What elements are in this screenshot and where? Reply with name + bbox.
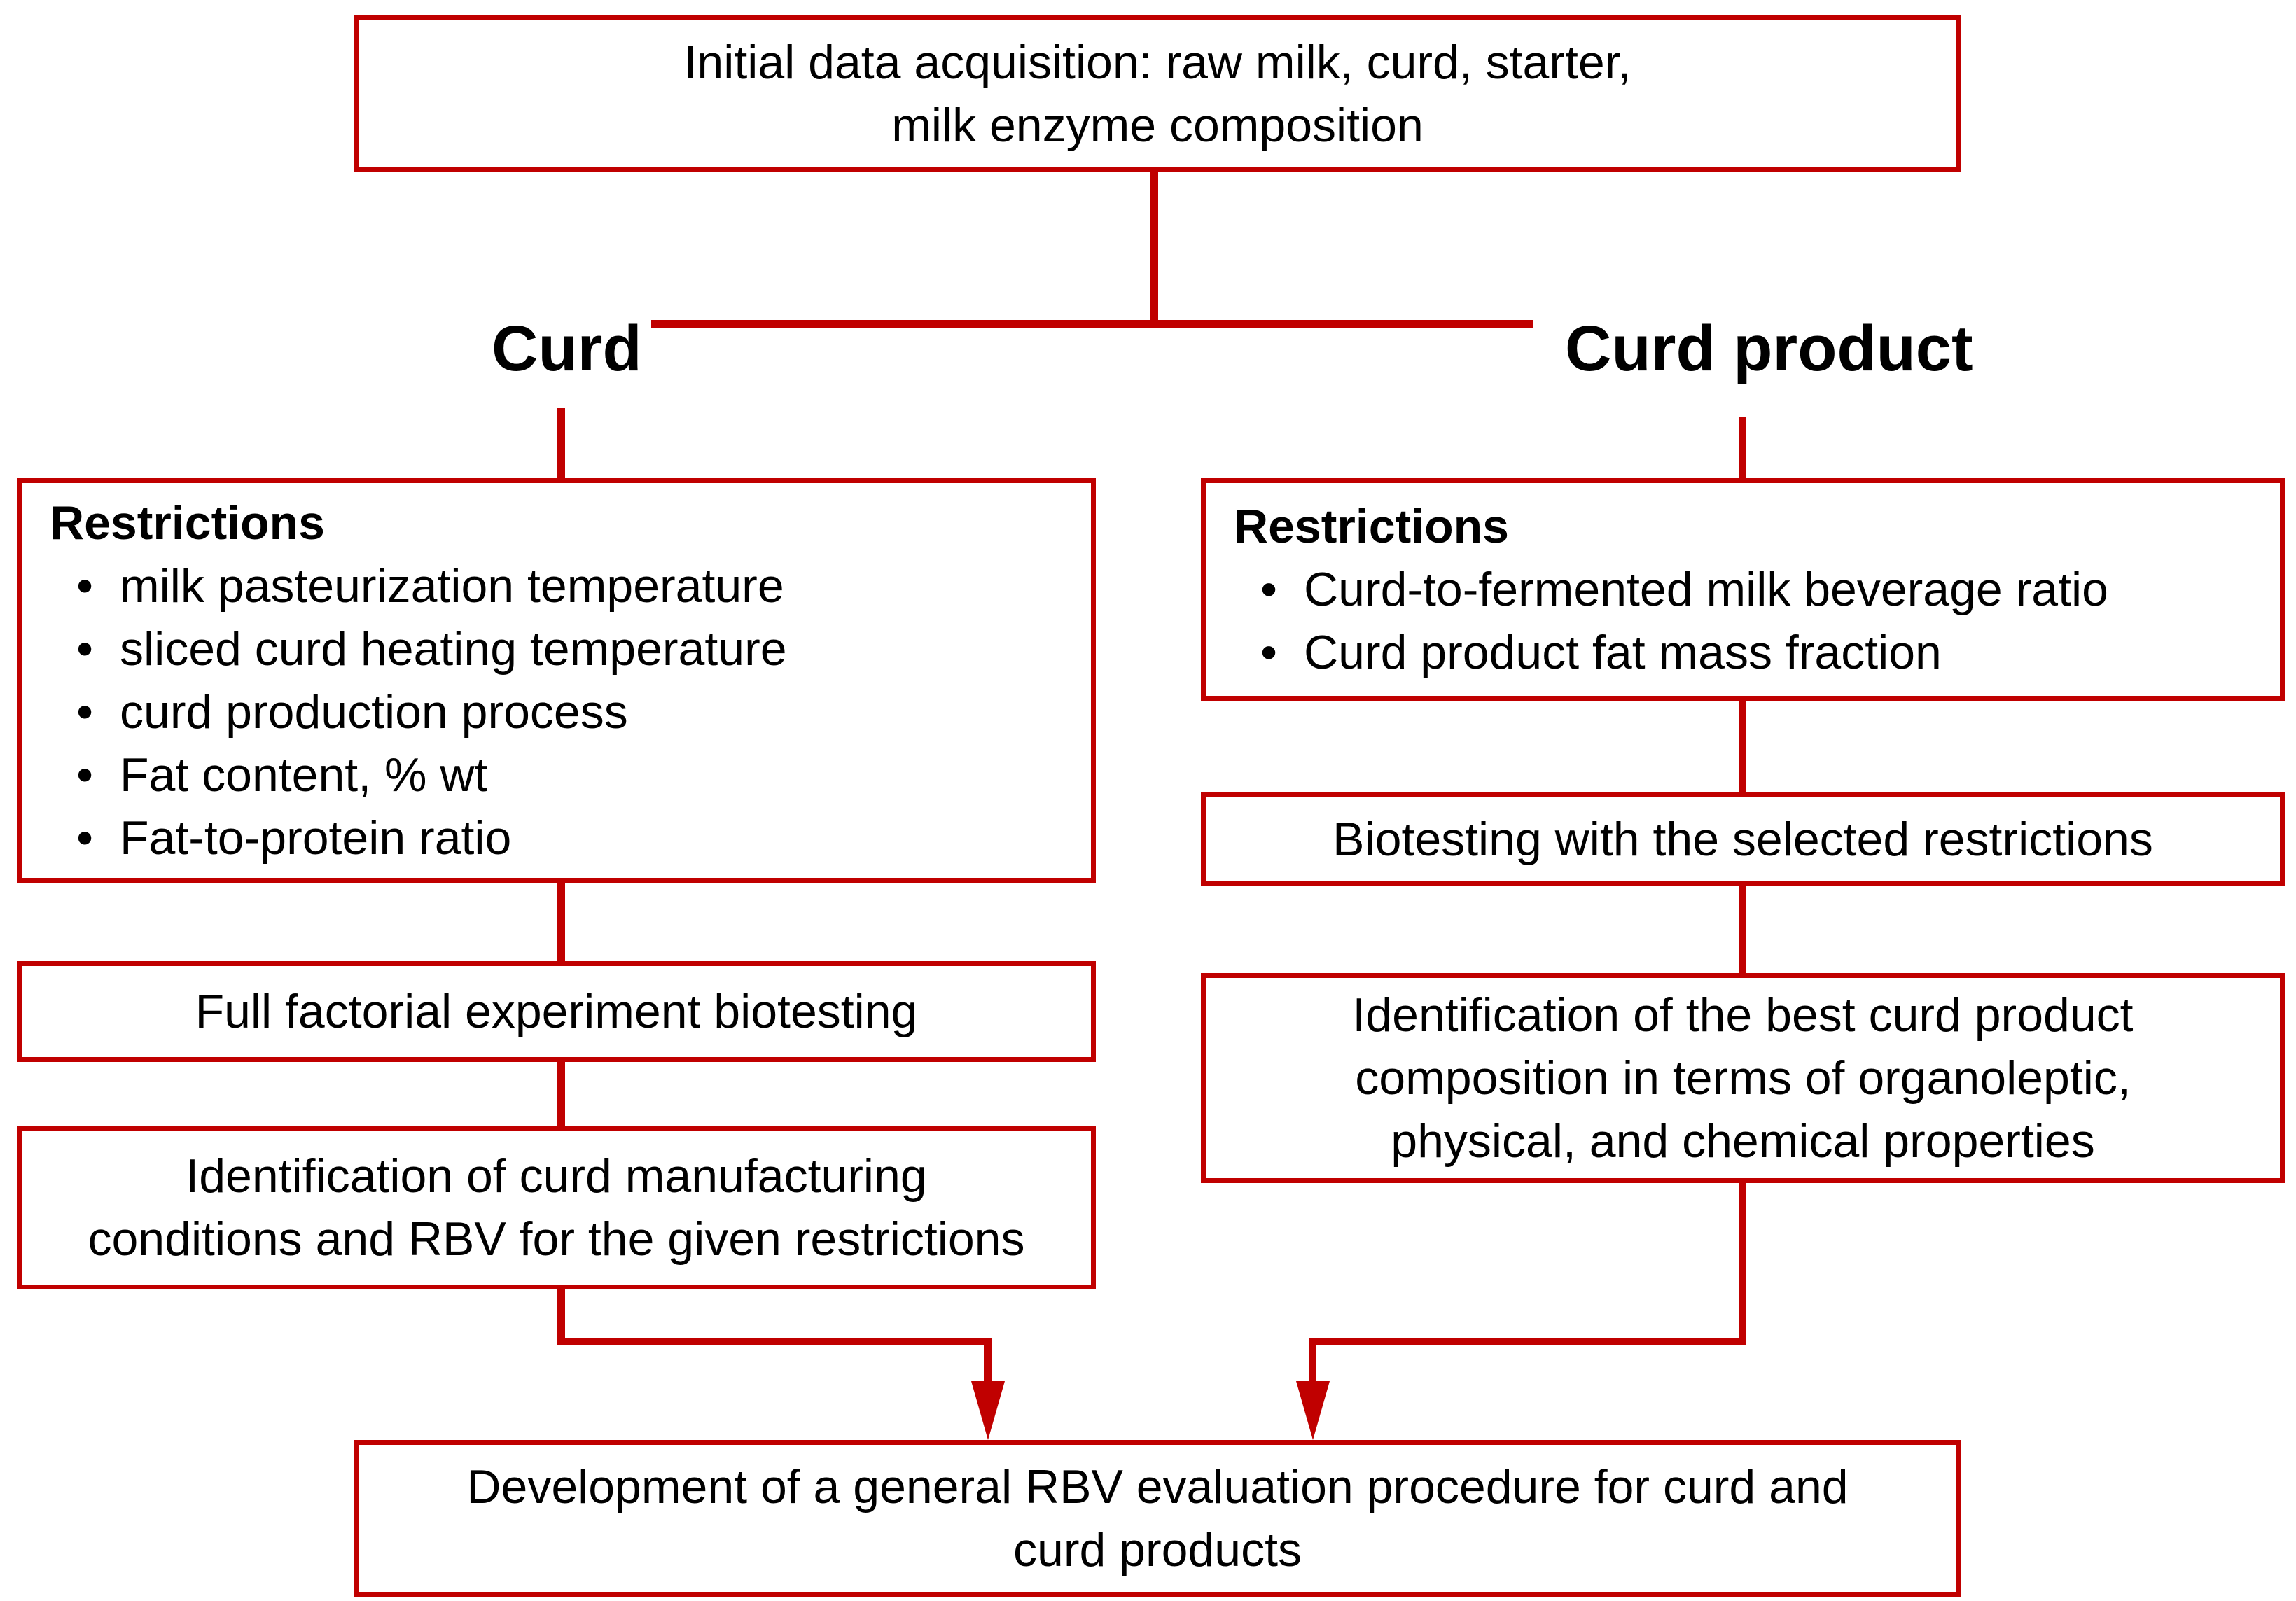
development-line-2: curd products: [1013, 1523, 1302, 1576]
curd-restriction-3: curd production process: [120, 685, 628, 739]
bullet-icon: •: [76, 811, 93, 865]
curd-identification-line-2: conditions and RBV for the given restric…: [88, 1212, 1025, 1266]
curd-product-identification-line-1: Identification of the best curd product: [1352, 988, 2134, 1042]
connector-left-2: [557, 1061, 565, 1127]
connector-right-2: [1739, 885, 1746, 974]
bullet-icon: •: [1260, 626, 1277, 679]
bullet-icon: •: [76, 622, 93, 676]
development-box: Development of a general RBV evaluation …: [354, 1440, 1961, 1597]
curd-restriction-1: milk pasteurization temperature: [120, 559, 784, 613]
initial-data-box: Initial data acquisition: raw milk, curd…: [354, 15, 1961, 172]
full-factorial-box: Full factorial experiment biotesting: [17, 961, 1096, 1062]
bullet-icon: •: [1260, 563, 1277, 616]
curd-product-restriction-1: Curd-to-fermented milk beverage ratio: [1304, 563, 2108, 616]
curd-product-identification-box: Identification of the best curd product …: [1201, 973, 2285, 1183]
bullet-icon: •: [76, 685, 93, 739]
curd-product-identification-line-3: physical, and chemical properties: [1391, 1114, 2095, 1168]
arrow-down-icon: [1296, 1381, 1330, 1440]
arrow-down-icon: [971, 1381, 1005, 1440]
list-item: • Curd-to-fermented milk beverage ratio: [1234, 558, 2280, 621]
connector-right-3: [1739, 1182, 1746, 1345]
initial-data-line-2: milk enzyme composition: [891, 99, 1424, 152]
connector-curd-down: [557, 408, 565, 478]
connector-left-arrow-stem: [984, 1338, 992, 1383]
list-item: • Fat content, % wt: [50, 743, 1091, 806]
curd-product-restrictions-box: Restrictions • Curd-to-fermented milk be…: [1201, 478, 2285, 701]
curd-restriction-5: Fat-to-protein ratio: [120, 811, 512, 865]
bullet-icon: •: [76, 559, 93, 613]
biotesting-box: Biotesting with the selected restriction…: [1201, 792, 2285, 886]
initial-data-line-1: Initial data acquisition: raw milk, curd…: [683, 36, 1631, 89]
connector-right-arrow-stem: [1309, 1338, 1316, 1383]
curd-identification-box: Identification of curd manufacturing con…: [17, 1126, 1096, 1289]
connector-right-elbow: [1309, 1338, 1746, 1345]
curd-restriction-4: Fat content, % wt: [120, 748, 488, 802]
connector-top-vertical: [1150, 172, 1158, 328]
full-factorial-line-1: Full factorial experiment biotesting: [195, 985, 918, 1038]
connector-left-elbow: [557, 1338, 992, 1345]
list-item: • curd production process: [50, 680, 1091, 743]
list-item: • Curd product fat mass fraction: [1234, 621, 2280, 684]
curd-product-branch-label: Curd product: [1565, 313, 1973, 384]
development-line-1: Development of a general RBV evaluation …: [466, 1460, 1849, 1513]
biotesting-line-1: Biotesting with the selected restriction…: [1333, 813, 2153, 866]
list-item: • Fat-to-protein ratio: [50, 806, 1091, 869]
curd-identification-line-1: Identification of curd manufacturing: [186, 1149, 927, 1203]
curd-product-identification-line-2: composition in terms of organoleptic,: [1355, 1051, 2131, 1105]
curd-restriction-2: sliced curd heating temperature: [120, 622, 787, 676]
connector-curd-product-down: [1739, 417, 1746, 478]
curd-product-restriction-2: Curd product fat mass fraction: [1304, 626, 1942, 679]
curd-branch-label: Curd: [492, 313, 642, 384]
curd-restrictions-box: Restrictions • milk pasteurization tempe…: [17, 478, 1096, 883]
connector-right-1: [1739, 699, 1746, 794]
connector-left-1: [557, 881, 565, 963]
curd-restrictions-title: Restrictions: [50, 496, 325, 550]
list-item: • milk pasteurization temperature: [50, 554, 1091, 617]
bullet-icon: •: [76, 748, 93, 802]
connector-branch-horizontal: [651, 320, 1533, 328]
list-item: • sliced curd heating temperature: [50, 617, 1091, 680]
connector-left-3: [557, 1287, 565, 1345]
curd-product-restrictions-title: Restrictions: [1234, 500, 1509, 553]
